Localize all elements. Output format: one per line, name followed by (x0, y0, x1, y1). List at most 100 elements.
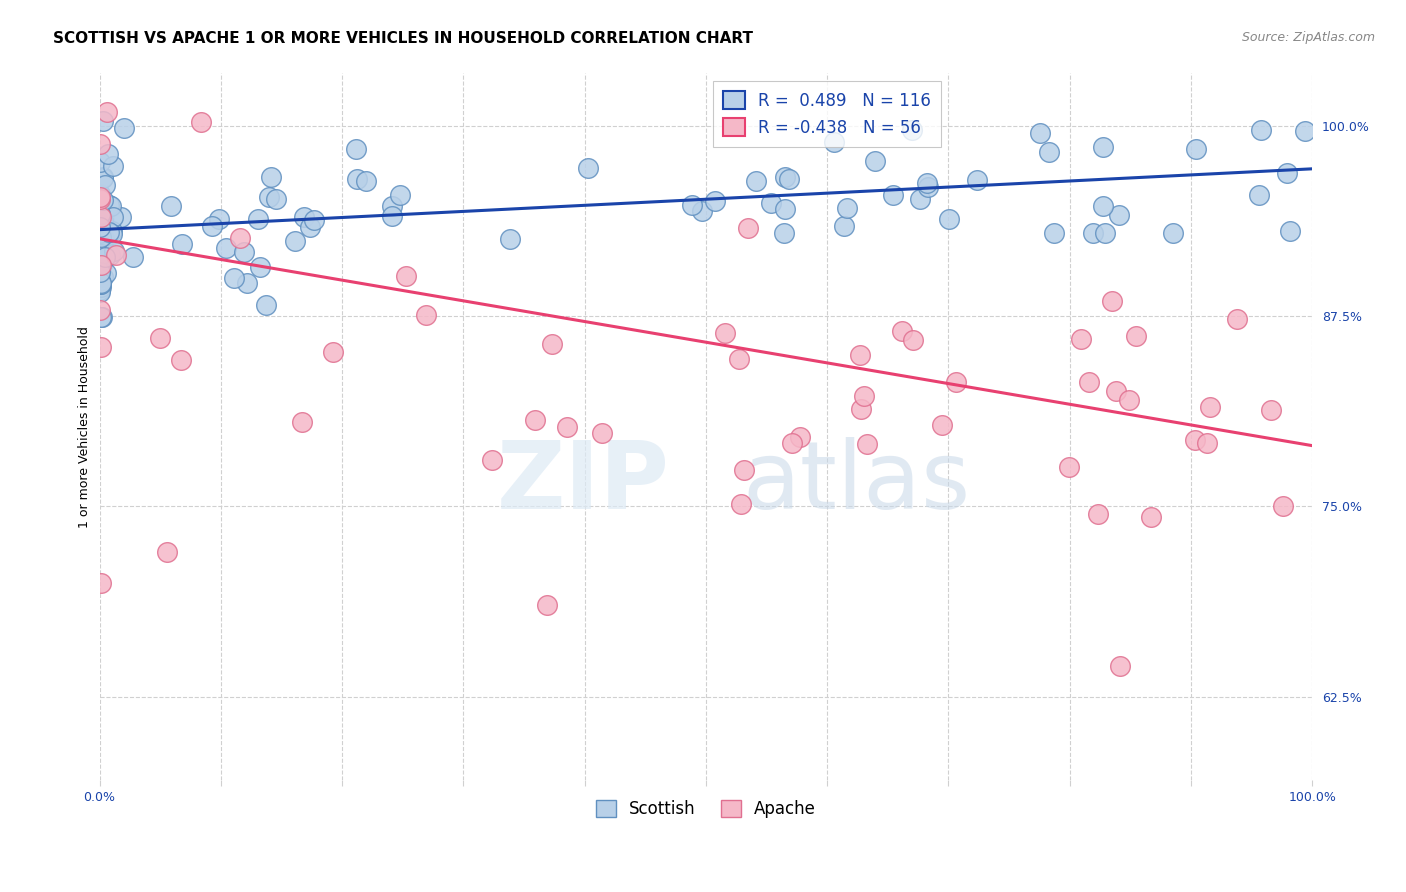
Point (917, 179, 939, 194)
Point (101, 159, 124, 173)
Point (89, 303, 111, 318)
Point (1108, 208, 1130, 222)
Point (89, 274, 111, 288)
Point (94, 251, 117, 265)
Point (576, 161, 599, 176)
Point (298, 219, 321, 234)
Point (908, 193, 931, 207)
Point (1092, 199, 1115, 213)
Point (901, 334, 924, 348)
Point (759, 195, 782, 210)
Point (89, 246, 111, 260)
Point (159, 198, 181, 212)
Point (90, 247, 112, 261)
Point (1279, 224, 1302, 238)
Point (1038, 145, 1060, 160)
Point (322, 344, 344, 359)
Point (745, 174, 768, 188)
Point (938, 211, 960, 226)
Point (555, 420, 578, 434)
Point (90, 279, 112, 293)
Point (97, 198, 120, 212)
Point (1108, 659, 1130, 673)
Point (789, 430, 811, 444)
Point (247, 211, 270, 226)
Point (93, 270, 115, 285)
Point (945, 375, 967, 389)
Point (1250, 123, 1272, 137)
Point (91, 171, 114, 186)
Point (90, 247, 112, 261)
Point (97, 146, 120, 161)
Point (855, 437, 877, 451)
Point (90, 210, 112, 224)
Point (91, 169, 114, 184)
Point (852, 389, 875, 403)
Point (94, 178, 117, 192)
Point (89, 233, 111, 247)
Point (101, 224, 124, 238)
Point (96, 267, 118, 281)
Point (1125, 329, 1147, 343)
Point (96, 105, 118, 120)
Point (389, 187, 412, 202)
Point (91, 193, 114, 207)
Point (90, 230, 112, 244)
Point (1249, 187, 1271, 202)
Point (415, 309, 437, 323)
Point (236, 276, 259, 290)
Point (381, 199, 404, 213)
Point (730, 498, 752, 512)
Point (1226, 311, 1249, 326)
Point (259, 190, 281, 204)
Point (1184, 434, 1206, 448)
Point (591, 425, 613, 440)
Text: SCOTTISH VS APACHE 1 OR MORE VEHICLES IN HOUSEHOLD CORRELATION CHART: SCOTTISH VS APACHE 1 OR MORE VEHICLES IN… (53, 31, 754, 46)
Point (901, 123, 924, 137)
Point (292, 210, 315, 224)
Point (90, 277, 112, 292)
Point (89, 208, 111, 222)
Point (89, 219, 111, 234)
Point (346, 171, 368, 186)
Point (690, 204, 713, 219)
Point (90, 214, 112, 228)
Point (170, 353, 193, 368)
Point (208, 212, 231, 227)
Point (1195, 435, 1218, 450)
Point (931, 417, 953, 432)
Point (91, 213, 114, 227)
Point (103, 244, 125, 259)
Point (1091, 140, 1114, 154)
Point (284, 234, 307, 248)
Point (101, 210, 124, 224)
Point (1118, 392, 1140, 407)
Point (91, 310, 114, 324)
Point (714, 326, 737, 340)
Point (90, 340, 112, 354)
Point (90, 277, 112, 291)
Point (1272, 499, 1295, 513)
Point (773, 226, 796, 240)
Point (89, 225, 111, 239)
Point (215, 241, 238, 255)
Point (823, 135, 845, 149)
Point (89, 187, 111, 202)
Point (395, 269, 418, 284)
Point (775, 169, 797, 184)
Point (89, 192, 111, 206)
Point (1029, 126, 1052, 140)
Point (90, 310, 112, 324)
Point (89, 206, 111, 220)
Point (1101, 293, 1123, 308)
Point (1275, 166, 1298, 180)
Point (1087, 508, 1109, 522)
Point (260, 169, 283, 184)
Point (89, 211, 111, 225)
Point (541, 337, 564, 351)
Text: atlas: atlas (742, 437, 970, 529)
Point (89, 154, 111, 169)
Point (1042, 226, 1064, 240)
Point (917, 176, 939, 190)
Point (773, 202, 796, 217)
